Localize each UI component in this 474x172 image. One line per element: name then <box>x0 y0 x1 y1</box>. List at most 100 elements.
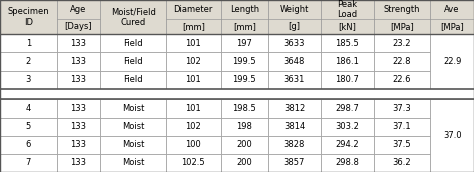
Bar <box>220 52 268 71</box>
Bar <box>220 136 268 154</box>
Text: 298.7: 298.7 <box>336 104 359 113</box>
Text: Field: Field <box>123 75 143 84</box>
Bar <box>321 136 374 154</box>
Text: 37.0: 37.0 <box>443 131 461 140</box>
Text: 101: 101 <box>185 104 201 113</box>
Text: 133: 133 <box>71 104 86 113</box>
Bar <box>321 52 374 71</box>
Text: [Days]: [Days] <box>64 22 92 31</box>
Bar <box>374 0 430 34</box>
Text: 3648: 3648 <box>284 57 305 66</box>
Text: [g]: [g] <box>288 22 301 31</box>
Bar <box>0 117 56 136</box>
Bar <box>166 154 220 172</box>
Text: 198.5: 198.5 <box>232 104 256 113</box>
Bar <box>268 0 321 34</box>
Text: 37.3: 37.3 <box>392 104 411 113</box>
Text: Weight: Weight <box>280 5 309 14</box>
Text: Field: Field <box>123 57 143 66</box>
Bar <box>166 99 220 117</box>
Text: 6: 6 <box>26 140 31 149</box>
Bar <box>268 117 321 136</box>
Text: 133: 133 <box>71 140 86 149</box>
Bar <box>321 154 374 172</box>
Text: 199.5: 199.5 <box>232 57 256 66</box>
Bar <box>374 154 430 172</box>
Text: 102: 102 <box>185 122 201 131</box>
Text: 1: 1 <box>26 39 31 48</box>
Text: 185.5: 185.5 <box>336 39 359 48</box>
Bar <box>0 34 56 52</box>
Bar <box>166 117 220 136</box>
Bar <box>220 99 268 117</box>
Bar <box>100 117 166 136</box>
Bar <box>100 154 166 172</box>
Text: 22.8: 22.8 <box>393 57 411 66</box>
Text: 180.7: 180.7 <box>336 75 359 84</box>
Bar <box>100 0 166 34</box>
Bar <box>0 89 474 99</box>
Text: 133: 133 <box>71 158 86 167</box>
Bar <box>0 99 56 117</box>
Text: 133: 133 <box>71 122 86 131</box>
Text: Length: Length <box>230 5 259 14</box>
Text: [mm]: [mm] <box>182 22 205 31</box>
Bar <box>166 34 220 52</box>
Text: 3857: 3857 <box>284 158 305 167</box>
Text: 22.9: 22.9 <box>443 57 461 66</box>
Bar <box>321 0 374 34</box>
Text: 3828: 3828 <box>284 140 305 149</box>
Bar <box>0 71 56 89</box>
Text: 3812: 3812 <box>284 104 305 113</box>
Bar <box>100 71 166 89</box>
Bar <box>0 136 56 154</box>
Bar <box>0 154 56 172</box>
Text: 101: 101 <box>185 75 201 84</box>
Bar <box>56 117 100 136</box>
Text: Specimen
ID: Specimen ID <box>8 7 49 27</box>
Text: 3631: 3631 <box>284 75 305 84</box>
Text: 22.6: 22.6 <box>393 75 411 84</box>
Text: Moist: Moist <box>122 158 144 167</box>
Text: 4: 4 <box>26 104 31 113</box>
Bar <box>56 154 100 172</box>
Bar <box>321 99 374 117</box>
Bar <box>220 71 268 89</box>
Bar <box>321 117 374 136</box>
Bar <box>220 117 268 136</box>
Text: Moist/Field
Cured: Moist/Field Cured <box>110 7 155 27</box>
Bar <box>374 136 430 154</box>
Text: [MPa]: [MPa] <box>390 22 414 31</box>
Text: 133: 133 <box>71 75 86 84</box>
Text: 2: 2 <box>26 57 31 66</box>
Text: 199.5: 199.5 <box>232 75 256 84</box>
Bar <box>430 34 474 89</box>
Text: 298.8: 298.8 <box>336 158 359 167</box>
Bar <box>220 34 268 52</box>
Text: 7: 7 <box>26 158 31 167</box>
Bar <box>100 136 166 154</box>
Text: [MPa]: [MPa] <box>440 22 464 31</box>
Text: 3633: 3633 <box>283 39 305 48</box>
Text: 23.2: 23.2 <box>393 39 411 48</box>
Bar <box>56 34 100 52</box>
Text: Diameter: Diameter <box>173 5 213 14</box>
Bar <box>56 52 100 71</box>
Text: 37.1: 37.1 <box>392 122 411 131</box>
Bar <box>430 0 474 34</box>
Bar <box>0 52 56 71</box>
Text: Strength: Strength <box>384 5 420 14</box>
Text: 102: 102 <box>185 57 201 66</box>
Bar <box>374 117 430 136</box>
Text: 200: 200 <box>237 140 252 149</box>
Text: 100: 100 <box>185 140 201 149</box>
Bar <box>220 0 268 34</box>
Bar <box>166 0 220 34</box>
Text: 200: 200 <box>237 158 252 167</box>
Bar <box>56 136 100 154</box>
Text: Field: Field <box>123 39 143 48</box>
Bar <box>268 34 321 52</box>
Bar <box>268 154 321 172</box>
Bar <box>268 71 321 89</box>
Bar <box>56 71 100 89</box>
